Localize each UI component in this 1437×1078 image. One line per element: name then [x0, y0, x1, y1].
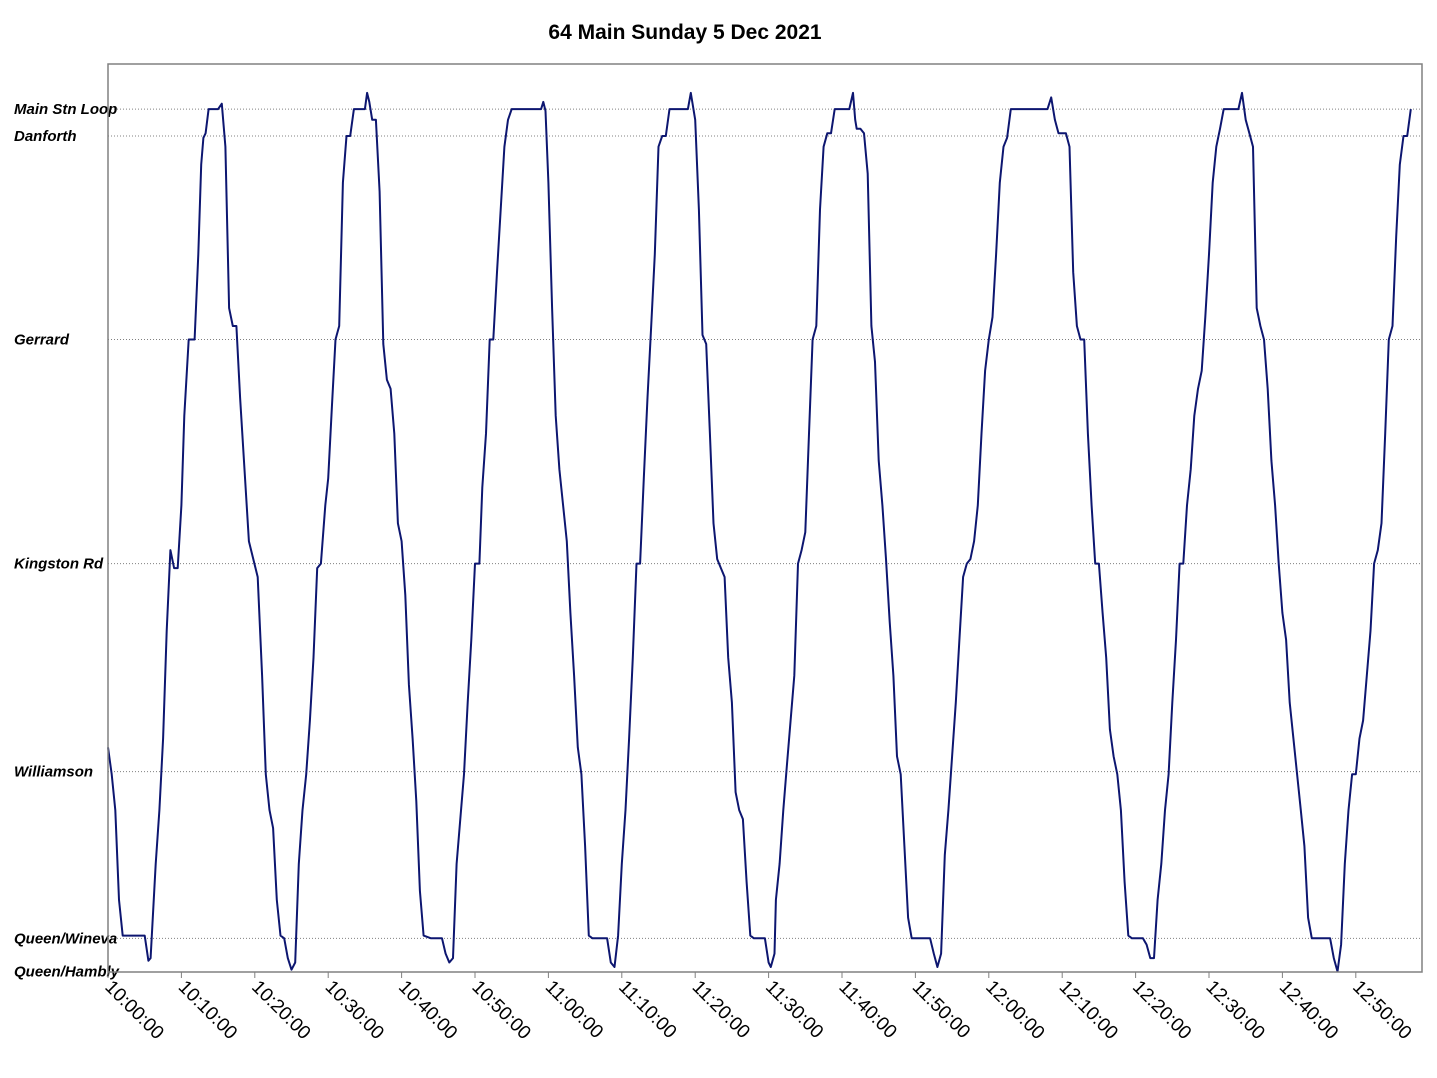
x-tick-label: 11:00:00	[541, 977, 607, 1043]
x-tick-label: 10:10:00	[174, 977, 241, 1044]
x-tick-label: 12:50:00	[1348, 977, 1415, 1044]
x-tick-label: 10:00:00	[100, 977, 167, 1044]
x-tick-label: 10:20:00	[247, 977, 314, 1044]
series-layer	[107, 91, 1412, 973]
x-tick-label: 11:50:00	[908, 977, 974, 1043]
y-label-stop: Williamson	[14, 764, 93, 781]
chart-title: 64 Main Sunday 5 Dec 2021	[548, 21, 821, 44]
x-tick-label: 10:30:00	[321, 977, 388, 1044]
y-label-stop: Kingston Rd	[14, 556, 104, 573]
y-axis-labels: Main Stn Loop Danforth Gerrard Kingston Rd W…	[14, 101, 120, 980]
x-tick-label: 12:00:00	[981, 977, 1048, 1044]
x-tick-label: 12:30:00	[1201, 977, 1268, 1044]
x-tick-label: 12:10:00	[1055, 977, 1122, 1044]
x-tick-label: 10:40:00	[394, 977, 461, 1044]
y-label-stop: Queen/Wineva	[14, 930, 117, 947]
x-tick-label: 10:50:00	[467, 977, 534, 1044]
y-label-stop: Main Stn Loop	[14, 101, 117, 118]
series-line-0	[107, 91, 1412, 973]
plot-area-frame	[107, 63, 1423, 973]
x-tick-label: 12:40:00	[1275, 977, 1342, 1044]
x-tick-label: 12:20:00	[1128, 977, 1195, 1044]
y-label-stop: Danforth	[14, 128, 77, 145]
x-tick-label: 11:40:00	[834, 977, 900, 1043]
y-label-stop: Gerrard	[14, 331, 70, 348]
x-tick-label: 11:10:00	[614, 977, 680, 1043]
x-axis-ticks	[107, 972, 1357, 978]
gridlines	[108, 108, 1422, 939]
x-axis-labels: 10:00:00 10:10:00 10:20:00 10:30:00 10:40:00…	[100, 977, 1415, 1044]
x-tick-label: 11:30:00	[761, 977, 827, 1043]
y-label-stop: Queen/Hambly	[14, 964, 120, 981]
x-tick-label: 11:20:00	[688, 977, 754, 1043]
